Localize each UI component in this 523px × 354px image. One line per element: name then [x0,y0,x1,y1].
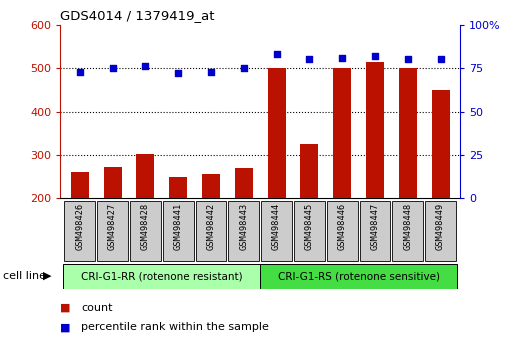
Bar [294,201,325,261]
Point [76,69,84,74]
Bar [202,175,220,198]
Text: ■: ■ [60,303,71,313]
Text: GSM498426: GSM498426 [75,202,84,250]
Bar [268,68,286,198]
Point [240,65,248,71]
Text: GSM498447: GSM498447 [370,202,380,250]
Text: GSM498444: GSM498444 [272,202,281,250]
Text: CRI-G1-RR (rotenone resistant): CRI-G1-RR (rotenone resistant) [81,271,243,281]
Point [141,64,150,69]
Text: GDS4014 / 1379419_at: GDS4014 / 1379419_at [60,9,214,22]
Bar [366,62,384,198]
Text: count: count [81,303,112,313]
Bar [359,201,390,261]
Bar [300,144,319,198]
Bar [104,167,122,198]
Bar [431,90,450,198]
Point [305,57,314,62]
Bar [261,201,292,261]
Text: GSM498441: GSM498441 [174,202,183,250]
Bar [260,264,457,289]
Text: GSM498442: GSM498442 [207,202,215,250]
Text: ■: ■ [60,322,71,332]
Point [108,65,117,71]
Text: GSM498449: GSM498449 [436,202,445,250]
Point [404,57,412,62]
Bar [229,201,259,261]
Bar [63,264,260,289]
Bar [64,201,95,261]
Text: GSM498428: GSM498428 [141,202,150,250]
Text: GSM498427: GSM498427 [108,202,117,250]
Bar [392,201,423,261]
Point [338,55,346,61]
Bar [169,177,187,198]
Bar [327,201,358,261]
Text: GSM498445: GSM498445 [305,202,314,250]
Point [272,51,281,57]
Text: cell line: cell line [3,271,46,281]
Point [207,69,215,74]
Text: GSM498446: GSM498446 [338,202,347,250]
Point [436,57,445,62]
Bar [163,201,194,261]
Text: CRI-G1-RS (rotenone sensitive): CRI-G1-RS (rotenone sensitive) [278,271,439,281]
Bar [399,68,417,198]
Bar [333,68,351,198]
Bar [425,201,456,261]
Text: GSM498443: GSM498443 [240,202,248,250]
Point [174,70,183,76]
Text: GSM498448: GSM498448 [403,202,412,250]
Text: ▶: ▶ [43,271,52,281]
Point [371,53,379,59]
Bar [196,201,226,261]
Text: percentile rank within the sample: percentile rank within the sample [81,322,269,332]
Bar [137,154,154,198]
Bar [130,201,161,261]
Bar [235,168,253,198]
Bar [71,172,89,198]
Bar [97,201,128,261]
